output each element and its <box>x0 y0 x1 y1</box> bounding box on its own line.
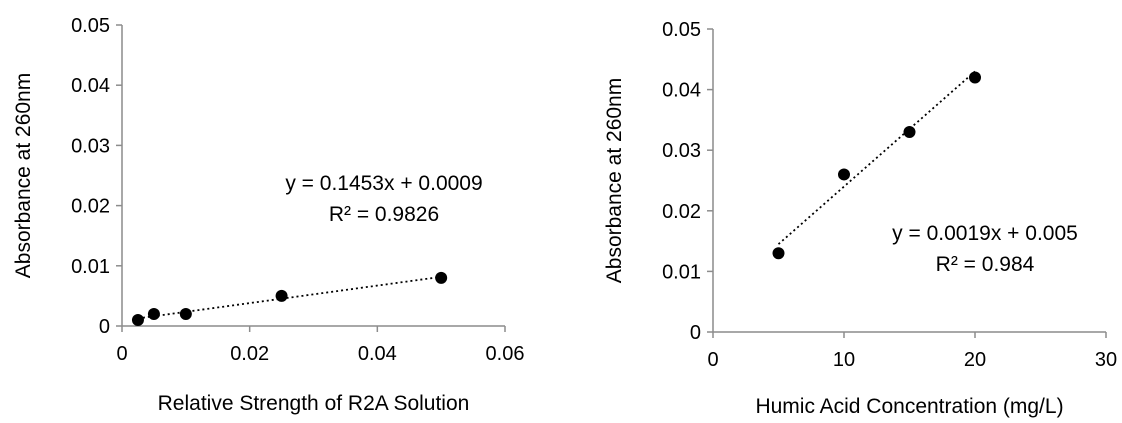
data-point <box>903 126 916 139</box>
trendline-equation: y = 0.1453x + 0.0009 <box>285 172 482 195</box>
y-tick-label: 0.05 <box>662 19 701 41</box>
y-axis-title: Absorbance at 260nm <box>12 73 35 278</box>
x-tick-label: 0.02 <box>230 343 269 365</box>
y-tick-label: 0.03 <box>71 135 110 157</box>
data-point <box>772 247 785 260</box>
chart-1: 0 0.01 0.02 0.03 0.04 0.05 0 0.02 0.04 0.06 Relati… <box>12 15 524 415</box>
data-point <box>179 307 192 320</box>
data-point <box>969 71 981 84</box>
x-axis-title: Humic Acid Concentration (mg/L) <box>755 395 1063 418</box>
x-tick-label: 0.06 <box>486 343 525 365</box>
y-axis-title: Absorbance at 260nm <box>603 78 626 283</box>
y-tick-label: 0.01 <box>71 256 110 278</box>
y-tick-label: 0.04 <box>662 80 701 102</box>
y-tick-label: 0.05 <box>71 15 110 37</box>
y-tick-label: 0.01 <box>662 261 701 283</box>
r-squared-label: R² = 0.984 <box>936 253 1035 276</box>
data-point <box>147 307 160 320</box>
data-point <box>435 271 448 284</box>
x-tick-label: 20 <box>964 349 986 371</box>
y-tick-label: 0.02 <box>71 196 110 218</box>
y-tick-label: 0 <box>99 316 110 338</box>
data-point <box>838 168 850 181</box>
x-tick-label: 0.04 <box>358 343 397 365</box>
y-tick-label: 0 <box>690 322 701 344</box>
trendline <box>777 70 976 245</box>
x-tick-label: 0 <box>707 349 718 371</box>
y-tick-label: 0.02 <box>662 201 701 223</box>
x-tick-label: 30 <box>1095 349 1117 371</box>
x-tick-label: 10 <box>833 349 855 371</box>
y-tick-label: 0.03 <box>662 140 701 162</box>
data-point <box>131 313 144 326</box>
r-squared-label: R² = 0.9826 <box>329 203 439 226</box>
chart-2: 0 0.01 0.02 0.03 0.04 0.05 0 10 20 30 Humic Acid C… <box>603 19 1117 418</box>
x-axis-title: Relative Strength of R2A Solution <box>158 392 470 415</box>
x-tick-label: 0 <box>116 343 127 365</box>
trendline-equation: y = 0.0019x + 0.005 <box>892 222 1078 245</box>
data-point <box>275 289 288 302</box>
y-tick-label: 0.04 <box>71 75 110 97</box>
